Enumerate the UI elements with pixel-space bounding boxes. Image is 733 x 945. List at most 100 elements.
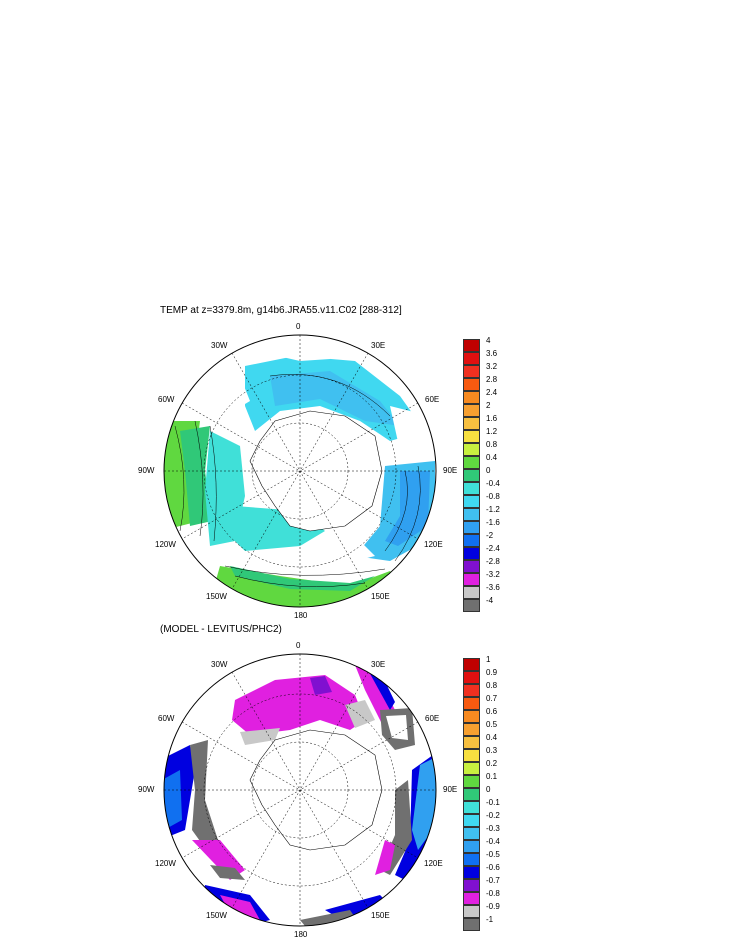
colorbar-temperature: 4 3.6 3.2 2.8 2.4 2 1.6 1.2 0.8 0.4 0 -0.4 -0.8 -1.2 -…: [463, 336, 523, 612]
colorbar-swatch: [463, 892, 480, 905]
colorbar-swatch: [463, 391, 480, 404]
lon-label-60w: 60W: [158, 714, 175, 723]
colorbar-swatch: [463, 573, 480, 586]
colorbar-swatch: [463, 495, 480, 508]
colorbar-tick-label: 4: [486, 336, 491, 345]
colorbar-tick-label: 0.8: [486, 681, 498, 690]
colorbar-swatch: [463, 788, 480, 801]
colorbar-swatch: [463, 482, 480, 495]
lon-label-150e: 150E: [371, 592, 390, 601]
colorbar-tick-label: 1.2: [486, 427, 498, 436]
colorbar-tick-label: -2.8: [486, 557, 500, 566]
lon-label-30w: 30W: [211, 341, 228, 350]
colorbar-swatch: [463, 547, 480, 560]
lon-label-0: 0: [296, 641, 301, 650]
colorbar-swatch: [463, 671, 480, 684]
colorbar-swatch: [463, 775, 480, 788]
colorbar-tick-label: 0.9: [486, 668, 498, 677]
colorbar-swatch: [463, 853, 480, 866]
colorbar-tick-label: 0.8: [486, 440, 498, 449]
colorbar-swatch: [463, 697, 480, 710]
colorbar-swatch: [463, 430, 480, 443]
lon-label-90e: 90E: [443, 785, 458, 794]
lon-label-60e: 60E: [425, 395, 440, 404]
colorbar-swatch: [463, 684, 480, 697]
colorbar-swatch: [463, 710, 480, 723]
lon-label-60e: 60E: [425, 714, 440, 723]
colorbar-swatch: [463, 840, 480, 853]
colorbar-tick-label: -0.9: [486, 902, 500, 911]
colorbar-tick-label: -1.6: [486, 518, 500, 527]
colorbar-swatch: [463, 827, 480, 840]
colorbar-tick-label: -0.3: [486, 824, 500, 833]
colorbar-tick-label: 2: [486, 401, 491, 410]
colorbar-swatch: [463, 443, 480, 456]
colorbar-tick-label: -3.2: [486, 570, 500, 579]
lon-label-150w: 150W: [206, 592, 227, 601]
colorbar-swatch: [463, 378, 480, 391]
colorbar-tick-label: 3.2: [486, 362, 498, 371]
colorbar-tick-label: -0.7: [486, 876, 500, 885]
colorbar-swatch: [463, 365, 480, 378]
colorbar-tick-label: 0.4: [486, 453, 498, 462]
colorbar-swatch: [463, 352, 480, 365]
colorbar-tick-label: 0.7: [486, 694, 498, 703]
polar-map-temperature: [163, 334, 437, 608]
colorbar-swatch: [463, 879, 480, 892]
colorbar-tick-label: -0.2: [486, 811, 500, 820]
lon-label-90w: 90W: [138, 785, 155, 794]
difference-title: (MODEL - LEVITUS/PHC2): [160, 624, 282, 635]
colorbar-swatch: [463, 417, 480, 430]
lon-label-120w: 120W: [155, 859, 176, 868]
lon-label-150e: 150E: [371, 911, 390, 920]
colorbar-swatch: [463, 469, 480, 482]
colorbar-swatch: [463, 918, 480, 931]
colorbar-tick-label: 0.2: [486, 759, 498, 768]
colorbar-difference: 1 0.9 0.8 0.7 0.6 0.5 0.4 0.3 0.2 0.1 0 -0.1 -0.2 -0.…: [463, 655, 523, 931]
lon-label-30e: 30E: [371, 341, 386, 350]
map-title: TEMP at z=3379.8m, g14b6.JRA55.v11.C02 […: [160, 305, 402, 316]
lon-label-150w: 150W: [206, 911, 227, 920]
lon-label-180: 180: [294, 611, 308, 620]
colorbar-swatch: [463, 521, 480, 534]
colorbar-tick-label: -0.6: [486, 863, 500, 872]
colorbar-tick-label: 1: [486, 655, 491, 664]
lon-label-30e: 30E: [371, 660, 386, 669]
polar-map-difference: [163, 653, 437, 927]
colorbar-tick-label: -3.6: [486, 583, 500, 592]
colorbar-tick-label: 0.5: [486, 720, 498, 729]
colorbar-swatch: [463, 749, 480, 762]
colorbar-tick-label: -2: [486, 531, 494, 540]
colorbar-tick-label: -0.4: [486, 837, 500, 846]
colorbar-tick-label: -4: [486, 596, 494, 605]
colorbar-tick-label: -0.8: [486, 492, 500, 501]
colorbar-swatch: [463, 586, 480, 599]
colorbar-tick-label: -0.5: [486, 850, 500, 859]
colorbar-swatch: [463, 905, 480, 918]
lon-label-90e: 90E: [443, 466, 458, 475]
lon-label-60w: 60W: [158, 395, 175, 404]
colorbar-swatch: [463, 762, 480, 775]
colorbar-tick-label: 0.6: [486, 707, 498, 716]
lon-label-90w: 90W: [138, 466, 155, 475]
lon-label-180: 180: [294, 930, 308, 939]
colorbar-tick-label: 2.4: [486, 388, 498, 397]
negative-bias-atlantic: [232, 675, 365, 735]
lon-label-30w: 30W: [211, 660, 228, 669]
colorbar-tick-label: -1.2: [486, 505, 500, 514]
colorbar-tick-label: -0.1: [486, 798, 500, 807]
colorbar-tick-label: 1.6: [486, 414, 498, 423]
colorbar-swatch: [463, 736, 480, 749]
colorbar-tick-label: -2.4: [486, 544, 500, 553]
lon-label-120w: 120W: [155, 540, 176, 549]
colorbar-swatch: [463, 339, 480, 352]
colorbar-tick-label: -1: [486, 915, 494, 924]
colorbar-swatch: [463, 723, 480, 736]
colorbar-tick-label: 0.1: [486, 772, 498, 781]
colorbar-swatch: [463, 801, 480, 814]
colorbar-tick-label: 0.4: [486, 733, 498, 742]
colorbar-swatch: [463, 814, 480, 827]
colorbar-tick-label: 0: [486, 785, 491, 794]
colorbar-tick-label: 0.3: [486, 746, 498, 755]
lon-label-120e: 120E: [424, 540, 443, 549]
